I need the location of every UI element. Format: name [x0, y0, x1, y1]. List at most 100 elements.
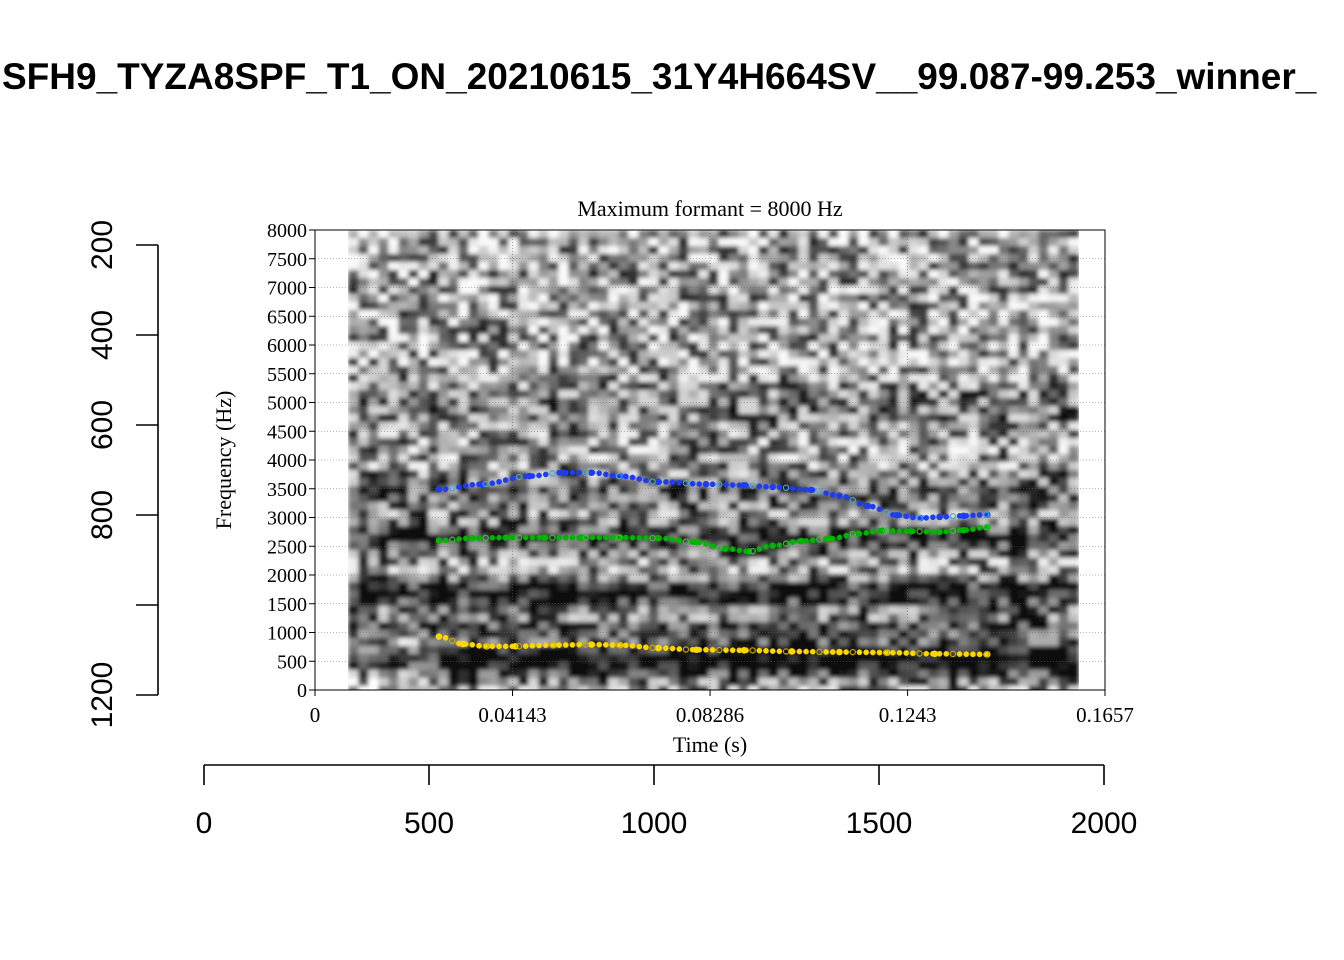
- formant-track-dot: [869, 503, 876, 510]
- formant-track-dot: [502, 643, 509, 650]
- formant-track-dot: [636, 643, 643, 650]
- formant-track-dot: [589, 534, 596, 541]
- formant-track-dot: [496, 534, 502, 541]
- formant-track-dot: [676, 646, 683, 652]
- formant-track-dot: [789, 539, 796, 545]
- formant-track-dot: [636, 476, 643, 482]
- formant-track-dot: [923, 528, 930, 535]
- formant-track-dot: [462, 641, 469, 647]
- formant-track-dot: [656, 645, 663, 651]
- formant-track-dot: [749, 547, 756, 555]
- formant-track-dot: [816, 487, 823, 495]
- formant-track-dot: [709, 543, 716, 549]
- formant-track-dot: [669, 536, 676, 543]
- formant-track-dot: [589, 469, 596, 476]
- formant-track-dot: [910, 514, 916, 521]
- formant-track-dot: [576, 469, 582, 476]
- formant-track-dot: [536, 534, 542, 541]
- formant-track-dot: [509, 534, 516, 541]
- formant-track-dot: [856, 530, 863, 537]
- formant-track-dot: [876, 506, 883, 513]
- formant-track-dot: [916, 528, 923, 535]
- formant-track-dot: [882, 649, 890, 656]
- formant-track-dot: [789, 485, 796, 492]
- formant-track-dot: [602, 534, 609, 541]
- formant-track-dot: [923, 514, 930, 521]
- y-tick-label: 7500: [267, 249, 307, 271]
- formant-track-dot: [696, 481, 703, 487]
- formant-track-dot: [743, 647, 749, 654]
- outer-left-tick-label: 800: [86, 490, 119, 540]
- formant-track-dot: [456, 484, 462, 490]
- formant-track-dot: [689, 646, 696, 653]
- formant-track-dot: [522, 473, 529, 480]
- formant-track-dot: [669, 479, 676, 486]
- formant-track-dot: [576, 534, 582, 541]
- formant-track-dot: [643, 477, 649, 484]
- formant-track-dot: [970, 526, 976, 533]
- formant-track-dot: [963, 527, 970, 533]
- formant-track-dot: [943, 513, 950, 520]
- y-tick-label: 2500: [267, 536, 307, 558]
- formant-track-dot: [876, 527, 883, 534]
- outer-left-tick-label: 1200: [86, 662, 119, 729]
- formant-track-dot: [769, 542, 776, 549]
- formant-track-dot: [569, 534, 576, 541]
- formant-track-dot: [923, 650, 930, 657]
- formant-track-dot: [856, 649, 863, 656]
- formant-track-dot: [689, 480, 696, 487]
- formant-track-dot: [723, 647, 729, 653]
- formant-track-dot: [910, 650, 916, 657]
- formant-track-dot: [903, 650, 910, 656]
- formant-track-dot: [943, 650, 950, 657]
- formant-track-dot: [482, 534, 489, 542]
- y-tick-label: 1500: [267, 594, 307, 616]
- y-tick-label: 8000: [267, 220, 307, 242]
- formant-track-dot: [809, 487, 816, 493]
- formant-track-dot: [629, 534, 636, 541]
- formant-track-dot: [676, 479, 683, 486]
- formant-track-dot: [723, 545, 729, 552]
- formant-track-dot: [796, 538, 803, 544]
- formant-track-dot: [522, 643, 529, 649]
- y-tick-label: 6000: [267, 335, 307, 357]
- formant-track-dot: [649, 644, 656, 652]
- formant-track-dot: [562, 642, 569, 648]
- y-tick-label: 5000: [267, 393, 307, 415]
- formant-track-dot: [709, 647, 716, 653]
- formant-track-dot: [542, 534, 549, 541]
- formant-track-dot: [703, 646, 709, 653]
- formant-track-dot: [823, 490, 829, 496]
- formant-track-dot: [449, 637, 456, 645]
- formant-track-dot: [930, 528, 936, 535]
- y-tick-label: 4000: [267, 450, 307, 472]
- x-tick-label: 0.04143: [478, 703, 546, 727]
- formant-track-dot: [436, 633, 442, 640]
- formant-track-dot: [782, 484, 790, 492]
- formant-track-dot: [936, 514, 943, 520]
- formant-track-dot: [976, 651, 983, 658]
- formant-track-dot: [843, 494, 849, 500]
- formant-track-dot: [469, 535, 476, 542]
- formant-track-dot: [515, 643, 523, 650]
- formant-track-dot: [569, 642, 576, 648]
- formant-track-dot: [836, 534, 843, 541]
- formant-track-dot: [976, 525, 983, 531]
- formant-track-dot: [436, 486, 442, 493]
- formant-track-dot: [682, 646, 690, 653]
- formant-track-dot: [816, 648, 823, 656]
- formant-track-dot: [609, 642, 616, 648]
- formant-track-dot: [529, 473, 536, 479]
- formant-track-dot: [515, 473, 523, 481]
- formant-track-dot: [736, 482, 743, 489]
- formant-track-dot: [442, 486, 449, 492]
- y-tick-label: 4500: [267, 421, 307, 443]
- formant-track-dot: [696, 646, 703, 653]
- formant-track-dot: [623, 534, 629, 541]
- formant-track-dot: [709, 481, 716, 488]
- formant-track-dot: [849, 648, 856, 656]
- formant-track-dot: [769, 484, 776, 490]
- formant-track-dot: [776, 484, 783, 491]
- formant-track-dot: [749, 647, 756, 654]
- formant-series-f2: [435, 523, 991, 555]
